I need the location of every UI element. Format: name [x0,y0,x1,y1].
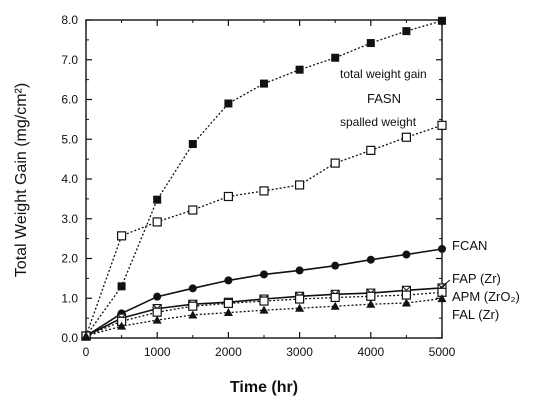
data-point-apm [295,294,305,304]
y-tick-label: 3.0 [61,212,78,226]
data-point-fasn_total [295,65,304,74]
data-point-fal [330,301,340,310]
annotation-spalled-weight: spalled weight [340,115,417,129]
y-tick-label: 6.0 [61,93,78,107]
annotation-fasn: FASN [367,91,401,106]
data-point-fcan [331,261,340,270]
x-tick-label: 3000 [286,345,313,359]
data-point-fcan [295,266,304,275]
y-axis-label: Total Weight Gain (mg/cm²) [13,83,30,277]
fap-leader-line [439,279,451,289]
data-point-fasn_total [224,99,233,108]
data-point-fasn_spalled [366,145,376,155]
x-tick-label: 5000 [429,345,456,359]
x-tick-label: 2000 [215,345,242,359]
data-point-fasn_spalled [437,120,447,130]
y-tick-label: 2.0 [61,252,78,266]
data-point-fal [152,315,162,324]
series-line-apm [85,291,443,337]
data-point-fcan [366,255,375,264]
y-tick-label: 4.0 [61,172,78,186]
data-point-fasn_total [117,282,126,291]
data-point-fasn_spalled [116,231,127,241]
series-layer [81,16,447,341]
series-fal [81,294,447,340]
data-point-fasn_spalled [295,180,305,190]
data-point-fal [188,310,198,319]
data-point-fal [437,294,447,303]
data-point-fcan [438,244,446,253]
data-point-apm [366,291,376,301]
data-point-fal [295,303,305,312]
annotation-fcan: FCAN [452,238,487,253]
axis-ticks: 0.0 1.0 2.0 3.0 4.0 5.0 6.0 7.0 8.0 0 1000 2000 3000… [61,13,455,359]
data-point-fasn_total [331,53,340,62]
y-tick-label: 7.0 [61,53,78,67]
data-point-apm [401,290,411,300]
annotation-fal: FAL (Zr) [452,307,499,322]
data-point-fasn_total [366,39,375,48]
y-tick-label: 0.0 [61,331,78,345]
data-point-fasn_total [402,27,411,36]
data-point-fal [223,308,233,317]
x-tick-label: 4000 [357,345,384,359]
data-point-apm [330,292,340,303]
data-point-fcan [224,276,233,285]
data-point-fasn_spalled [401,132,411,142]
data-point-fal [117,321,127,330]
data-point-apm [188,301,198,311]
data-point-fasn_total [260,79,268,88]
series-fcan [82,244,446,341]
annotation-total-weight-gain: total weight gain [340,67,427,81]
data-point-fal [366,299,376,308]
data-point-fal [81,331,91,340]
data-point-apm [152,307,162,317]
data-point-fcan [260,270,268,279]
data-point-fal [259,305,269,314]
data-point-fcan [402,250,411,259]
data-point-fasn_spalled [259,186,269,196]
x-tick-label: 1000 [144,345,171,359]
data-point-fasn_spalled [223,191,233,202]
data-point-fasn_total [153,195,162,204]
data-point-fcan [188,284,197,293]
data-point-apm [259,296,269,306]
data-point-fasn_spalled [152,217,162,227]
y-tick-label: 1.0 [61,291,78,305]
y-tick-label: 5.0 [61,132,78,146]
data-point-fasn_spalled [188,205,198,215]
data-point-fasn_total [188,140,197,149]
y-tick-label: 8.0 [61,13,78,27]
annotation-fap: FAP (Zr) [452,271,501,286]
data-point-apm [223,298,233,309]
data-point-fasn_total [438,16,446,25]
annotation-apm: APM (ZrO₂) [452,289,520,304]
data-point-fcan [153,292,162,301]
data-point-fal [401,298,411,307]
x-axis-label: Time (hr) [230,379,298,396]
data-point-fasn_spalled [330,158,340,168]
x-tick-label: 0 [83,345,90,359]
